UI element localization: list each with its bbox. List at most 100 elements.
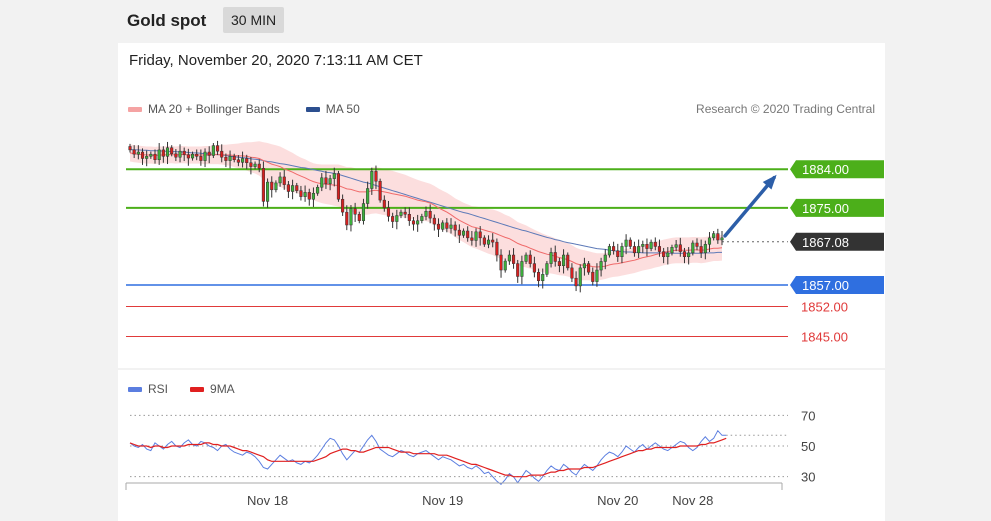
x-axis-label: Nov 28: [672, 493, 713, 508]
candle-body: [461, 230, 466, 236]
candle-body: [336, 173, 341, 200]
candle-body: [687, 252, 691, 257]
candle-body: [186, 154, 190, 159]
candle-body: [228, 156, 232, 161]
level-label-resistance: 1884.00: [790, 160, 884, 179]
candle-body: [428, 211, 432, 219]
candle-body: [587, 263, 591, 273]
chart-header: Gold spot 30 MIN: [118, 0, 885, 43]
candle-body: [161, 149, 165, 157]
candle-body: [670, 247, 674, 254]
candle-body: [482, 237, 486, 245]
x-axis-label: Nov 20: [597, 493, 638, 508]
candle-body: [403, 211, 407, 215]
candle-body: [391, 216, 395, 222]
candle-body: [407, 214, 411, 221]
rsi-tick-label: 30: [801, 470, 815, 485]
candle-body: [637, 246, 641, 254]
candle-body: [345, 211, 349, 226]
candle-body: [678, 244, 682, 252]
candle-body: [145, 156, 149, 159]
rsi-line: [129, 429, 727, 485]
candle-body: [562, 254, 566, 266]
candle-body: [545, 263, 549, 275]
candle-body: [595, 269, 599, 282]
candle-body: [220, 150, 224, 158]
ma50-swatch: [305, 106, 320, 112]
candle-body: [466, 230, 470, 239]
candle-body: [549, 252, 553, 264]
candle-body: [165, 147, 170, 157]
chart-timestamp: Friday, November 20, 2020 7:13:11 AM CET: [129, 52, 423, 69]
projection-arrow-head: [762, 174, 777, 190]
interval-badge[interactable]: 30 MIN: [223, 7, 285, 33]
candle-body: [311, 192, 315, 200]
candle-body: [649, 241, 653, 249]
candle-body: [453, 224, 457, 231]
candle-body: [132, 149, 136, 155]
level-label-text: 1884.00: [802, 162, 849, 177]
candle-body: [528, 254, 532, 264]
rsi-swatch: [128, 386, 142, 392]
candle-body: [578, 267, 582, 287]
candle-body: [582, 263, 586, 269]
candle-body: [140, 151, 145, 159]
candle-body: [195, 153, 199, 157]
level-label-box: [790, 198, 884, 217]
candle-body: [182, 150, 186, 155]
candle-body: [557, 261, 561, 266]
candle-body: [436, 223, 441, 230]
candle-body: [136, 151, 140, 155]
candle-body: [541, 274, 545, 282]
candle-body: [507, 254, 511, 262]
candle-body: [232, 156, 236, 161]
candle-body: [566, 254, 570, 269]
candle-body: [574, 277, 578, 287]
candle-body: [674, 244, 678, 248]
candle-body: [361, 203, 366, 221]
candle-body: [332, 173, 336, 179]
candle-body: [215, 145, 220, 152]
candle-body: [295, 185, 299, 191]
candle-body: [599, 261, 603, 271]
candle-body: [653, 241, 657, 247]
level-label-lower: 1852.00: [801, 300, 848, 315]
x-axis-label: Nov 19: [422, 493, 463, 508]
candle-body: [366, 188, 370, 204]
candle-body: [341, 198, 345, 213]
level-label-text: 1857.00: [802, 278, 849, 293]
level-label-last: 1867.08: [790, 232, 884, 251]
candle-body: [553, 252, 557, 262]
candle-body: [641, 244, 645, 247]
rsi-legend: RSI 9MA: [128, 382, 235, 396]
candle-body: [370, 171, 374, 189]
candle-body: [662, 251, 666, 257]
candle-body: [491, 239, 495, 243]
candle-body: [420, 216, 424, 221]
level-label-box: [790, 276, 884, 295]
candle-body: [128, 146, 132, 151]
candle-body: [291, 185, 295, 192]
rsi-9ma-line: [129, 437, 727, 478]
level-label-box: [790, 160, 884, 179]
candle-body: [257, 163, 261, 169]
candle-body: [707, 237, 712, 245]
candle-body: [537, 271, 541, 282]
candle-body: [241, 158, 245, 163]
candle-body: [411, 220, 416, 225]
candle-body: [386, 207, 391, 217]
level-label-box: [790, 232, 884, 251]
candle-body: [445, 222, 449, 229]
candle-body: [603, 254, 607, 262]
candle-body: [612, 246, 616, 251]
candle-body: [249, 162, 253, 167]
candle-body: [307, 192, 311, 200]
candle-body: [495, 241, 499, 256]
candle-body: [320, 177, 324, 188]
candle-body: [657, 246, 662, 252]
candle-body: [353, 208, 357, 215]
candle-body: [516, 263, 520, 277]
level-label-support: 1857.00: [790, 276, 884, 295]
candle-body: [620, 246, 624, 257]
candle-body: [399, 211, 403, 216]
